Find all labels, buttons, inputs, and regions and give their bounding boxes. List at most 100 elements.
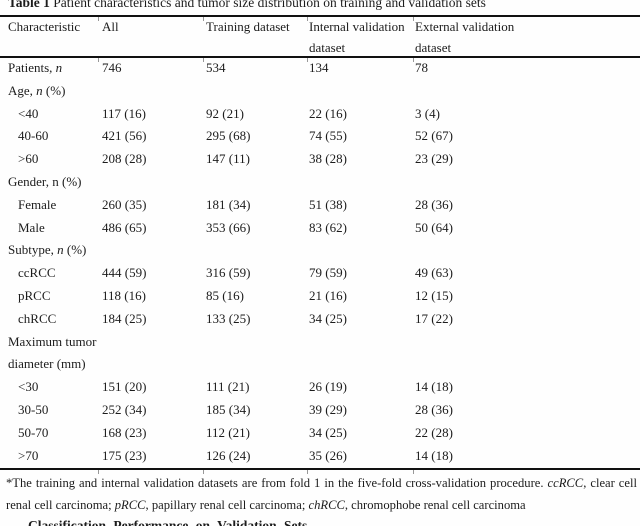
- cell-value: 134: [309, 60, 329, 75]
- text-fragment: (%): [42, 82, 66, 98]
- cell-value: 83 (62): [309, 219, 347, 235]
- row-label: >70: [0, 445, 102, 468]
- next-section-heading: Classification Performance on Validation…: [28, 518, 308, 526]
- text-fragment: Patient characteristics and tumor size d…: [49, 0, 486, 10]
- cell-value: 421 (56): [102, 128, 147, 144]
- rule-tick: [413, 17, 414, 21]
- cell-value: 21 (16): [309, 287, 347, 303]
- rule-tick: [98, 470, 99, 474]
- cell-value: 26 (19): [309, 379, 347, 395]
- cell-value: 28 (36): [415, 401, 453, 417]
- cell-value: 23 (29): [415, 151, 453, 167]
- table-body: Patients, n 746 534 134 78 Age, n (%) <40 117 (…: [0, 57, 640, 467]
- row-label: Maximum tumor diameter (mm): [0, 331, 102, 377]
- rule-tick: [307, 17, 308, 21]
- cell-value: 38 (28): [309, 151, 347, 167]
- cell-value: [415, 80, 640, 103]
- cell-value: 14 (18): [415, 447, 453, 463]
- cell-value: 184 (25): [102, 310, 147, 326]
- row-label: pRCC: [0, 285, 102, 308]
- text-fragment: n: [57, 242, 64, 258]
- column-header-characteristic: Characteristic: [8, 19, 81, 34]
- cell-value: 185 (34): [206, 401, 251, 417]
- cell-value: 74 (55): [309, 128, 347, 144]
- cell-value: 51 (38): [309, 196, 347, 212]
- cell-value: 34 (25): [309, 310, 347, 326]
- table-footnote: *The training and internal validation da…: [6, 472, 637, 516]
- cell-value: 126 (24): [206, 447, 251, 463]
- text-fragment: 50-70: [18, 424, 49, 440]
- cell-value: 252 (34): [102, 401, 147, 417]
- cell-value: 175 (23): [102, 447, 147, 463]
- text-fragment: Table 1: [8, 0, 50, 10]
- cell-value: [309, 80, 415, 103]
- cell-value: 260 (35): [102, 196, 147, 212]
- text-fragment: , papillary renal cell carcinoma;: [145, 498, 309, 512]
- row-label: Patients, n: [0, 57, 102, 80]
- row-label: 50-70: [0, 422, 102, 445]
- rule-tick: [413, 58, 414, 62]
- text-fragment: , chromophobe renal cell carcinoma: [344, 498, 526, 512]
- cell-value: 35 (26): [309, 447, 347, 463]
- cell-value: 316 (59): [206, 265, 251, 281]
- row-label: Age, n (%): [0, 80, 102, 103]
- cell-value: [102, 80, 206, 103]
- cell-value: 208 (28): [102, 151, 147, 167]
- column-header-training: Training dataset: [206, 19, 290, 34]
- text-fragment: Male: [18, 219, 45, 235]
- cell-value: 49 (63): [415, 265, 453, 281]
- table-row: Subtype, n (%): [0, 239, 640, 262]
- text-fragment: 30-50: [18, 401, 49, 417]
- text-fragment: Maximum tumor diameter (mm): [8, 333, 97, 372]
- text-fragment: Patients,: [8, 60, 56, 75]
- cell-value: 534: [206, 60, 226, 75]
- rule-tick: [203, 17, 204, 21]
- rule-tick: [413, 470, 414, 474]
- text-fragment: *The training and internal validation da…: [6, 476, 548, 490]
- text-fragment: n: [55, 60, 63, 75]
- cell-value: 85 (16): [206, 287, 244, 303]
- row-label: 30-50: [0, 399, 102, 422]
- cell-value: [102, 171, 206, 194]
- cell-value: 22 (16): [309, 105, 347, 121]
- text-fragment: Female: [18, 196, 57, 212]
- table-row: Age, n (%): [0, 80, 640, 103]
- text-fragment: chRCC: [308, 498, 345, 512]
- rule-tick: [98, 58, 99, 62]
- table-row: pRCC 118 (16) 85 (16) 21 (16) 12 (15): [0, 285, 640, 308]
- table-row: <40 117 (16) 92 (21) 22 (16) 3 (4): [0, 103, 640, 126]
- cell-value: 147 (11): [206, 151, 250, 167]
- cell-value: 52 (67): [415, 128, 453, 144]
- table-row: Patients, n 746 534 134 78: [0, 57, 640, 80]
- row-label: Subtype, n (%): [0, 239, 102, 262]
- cell-value: 168 (23): [102, 424, 147, 440]
- cell-value: 78: [415, 60, 428, 75]
- cell-value: [206, 80, 309, 103]
- cell-value: [415, 239, 640, 262]
- table-bottom-rule: [0, 468, 640, 474]
- table-row: 30-50 252 (34) 185 (34) 39 (29) 28 (36): [0, 399, 640, 422]
- text-fragment: , clear cell renal cell carcinoma;: [6, 476, 637, 512]
- column-header-internal-validation: Internal validation dataset: [309, 19, 405, 55]
- text-fragment: (%): [63, 242, 87, 258]
- cell-value: 28 (36): [415, 196, 453, 212]
- text-fragment: n: [36, 82, 43, 98]
- table-row: >60 208 (28) 147 (11) 38 (28) 23 (29): [0, 148, 640, 171]
- cell-value: 92 (21): [206, 105, 244, 121]
- cell-value: 17 (22): [415, 310, 453, 326]
- text-fragment: 40-60: [18, 128, 49, 144]
- cell-value: 12 (15): [415, 287, 453, 303]
- rule-tick: [307, 470, 308, 474]
- row-label: <30: [0, 376, 102, 399]
- rule-tick: [307, 58, 308, 62]
- rule-tick: [203, 470, 204, 474]
- cell-value: 3 (4): [415, 105, 440, 121]
- table-row: Female 260 (35) 181 (34) 51 (38) 28 (36): [0, 194, 640, 217]
- rule-tick: [98, 17, 99, 21]
- table-header-rule: [0, 56, 640, 62]
- row-label: Male: [0, 217, 102, 240]
- cell-value: 111 (21): [206, 379, 250, 395]
- text-fragment: >70: [18, 447, 39, 463]
- table-row: ccRCC 444 (59) 316 (59) 79 (59) 49 (63): [0, 262, 640, 285]
